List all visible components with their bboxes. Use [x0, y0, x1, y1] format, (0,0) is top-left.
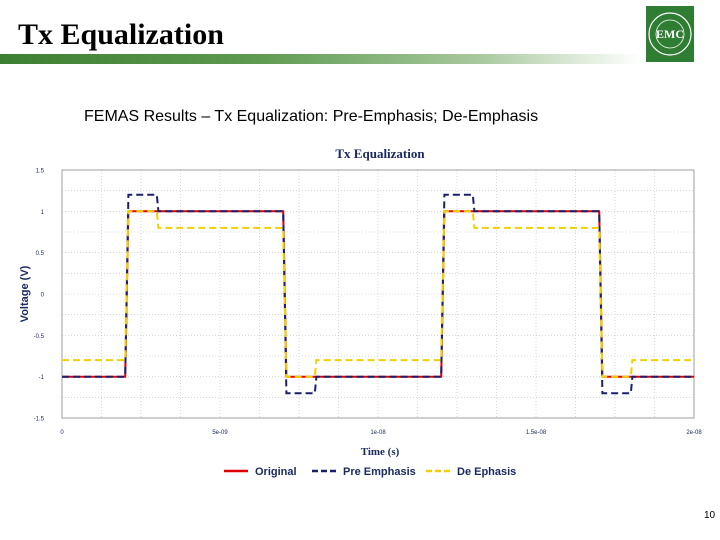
x-tick-label: 0: [60, 430, 64, 436]
legend: Original Pre Emphasis De Ephasis: [224, 466, 516, 478]
x-tick-label: 5e-09: [212, 430, 228, 436]
y-tick-label: -0.5: [34, 334, 45, 340]
y-tick-label: -1.5: [34, 417, 45, 423]
title-underline-bar: [0, 54, 640, 64]
x-tick-label: 2e-08: [686, 430, 702, 436]
x-axis-label: Time (s): [361, 446, 400, 458]
legend-label: Original: [255, 466, 297, 478]
legend-label: Pre Emphasis: [343, 466, 416, 478]
x-axis-ticks: 0 5e-09 1e-08 1.5e-08 2e-08: [60, 430, 702, 436]
x-tick-label: 1.5e-08: [526, 430, 547, 436]
series-lines: [62, 193, 694, 395]
y-tick-label: 1.5: [36, 169, 45, 175]
page-number: 10: [704, 510, 716, 521]
y-tick-label: -1: [39, 375, 45, 381]
plot-frame: [61, 169, 695, 419]
x-tick-label: 1e-08: [370, 430, 386, 436]
slide-title: Tx Equalization: [18, 18, 224, 51]
series-line-de-ephasis: [62, 210, 694, 378]
y-tick-label: 0.5: [36, 251, 45, 257]
legend-label: De Ephasis: [457, 466, 516, 478]
emc-logo: EMC: [646, 6, 694, 62]
y-tick-label: 1: [41, 210, 45, 216]
y-tick-label: 0: [41, 293, 45, 299]
logo-text: EMC: [656, 27, 684, 41]
y-axis-label: Voltage (V): [19, 265, 31, 322]
slide-subtitle: FEMAS Results – Tx Equalization: Pre-Emp…: [84, 108, 539, 125]
chart-title: Tx Equalization: [335, 146, 425, 161]
tx-equalization-chart: Tx Equalization 1.5 1 0.5 0 -0.5 -1 -1.5 0 5e-0…: [19, 146, 702, 478]
grid: [62, 170, 694, 418]
series-line-pre-emphasis: [62, 193, 694, 395]
y-axis-ticks: 1.5 1 0.5 0 -0.5 -1 -1.5: [34, 169, 45, 423]
